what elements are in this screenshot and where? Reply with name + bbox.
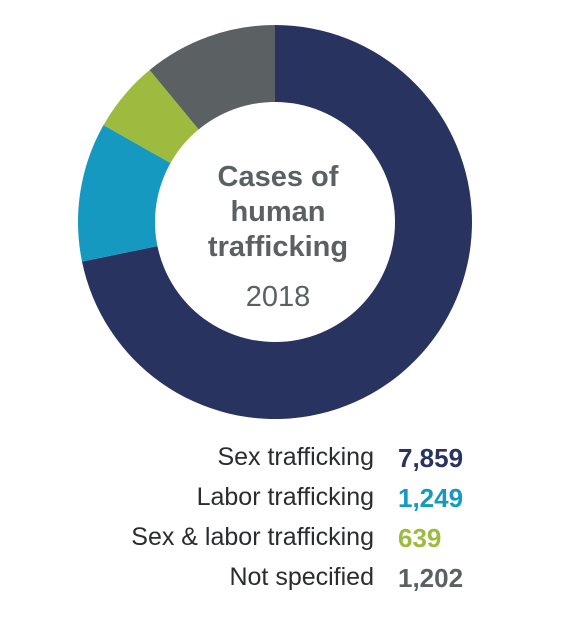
center-title-line-2: human	[230, 196, 325, 228]
legend-label: Labor trafficking	[196, 483, 374, 511]
legend-row-sex-and-labor-trafficking: Sex & labor trafficking 639	[0, 520, 576, 560]
legend-row-not-specified: Not specified 1,202	[0, 560, 576, 600]
legend-row-labor-trafficking: Labor trafficking 1,249	[0, 480, 576, 520]
legend-value: 639	[398, 523, 442, 553]
legend-label: Not specified	[229, 563, 374, 591]
legend: Sex trafficking 7,859 Labor trafficking …	[0, 440, 576, 600]
legend-row-sex-trafficking: Sex trafficking 7,859	[0, 440, 576, 480]
legend-value: 7,859	[398, 443, 464, 473]
legend-value: 1,202	[398, 563, 464, 593]
center-year: 2018	[246, 281, 311, 313]
center-title-line-1: Cases of	[218, 161, 339, 193]
legend-label: Sex trafficking	[217, 443, 374, 471]
legend-value: 1,249	[398, 483, 464, 513]
donut-chart: Cases of human trafficking 2018	[77, 25, 472, 419]
legend-label: Sex & labor trafficking	[131, 523, 374, 551]
center-title-line-3: trafficking	[208, 231, 348, 263]
donut-hole	[155, 102, 395, 342]
